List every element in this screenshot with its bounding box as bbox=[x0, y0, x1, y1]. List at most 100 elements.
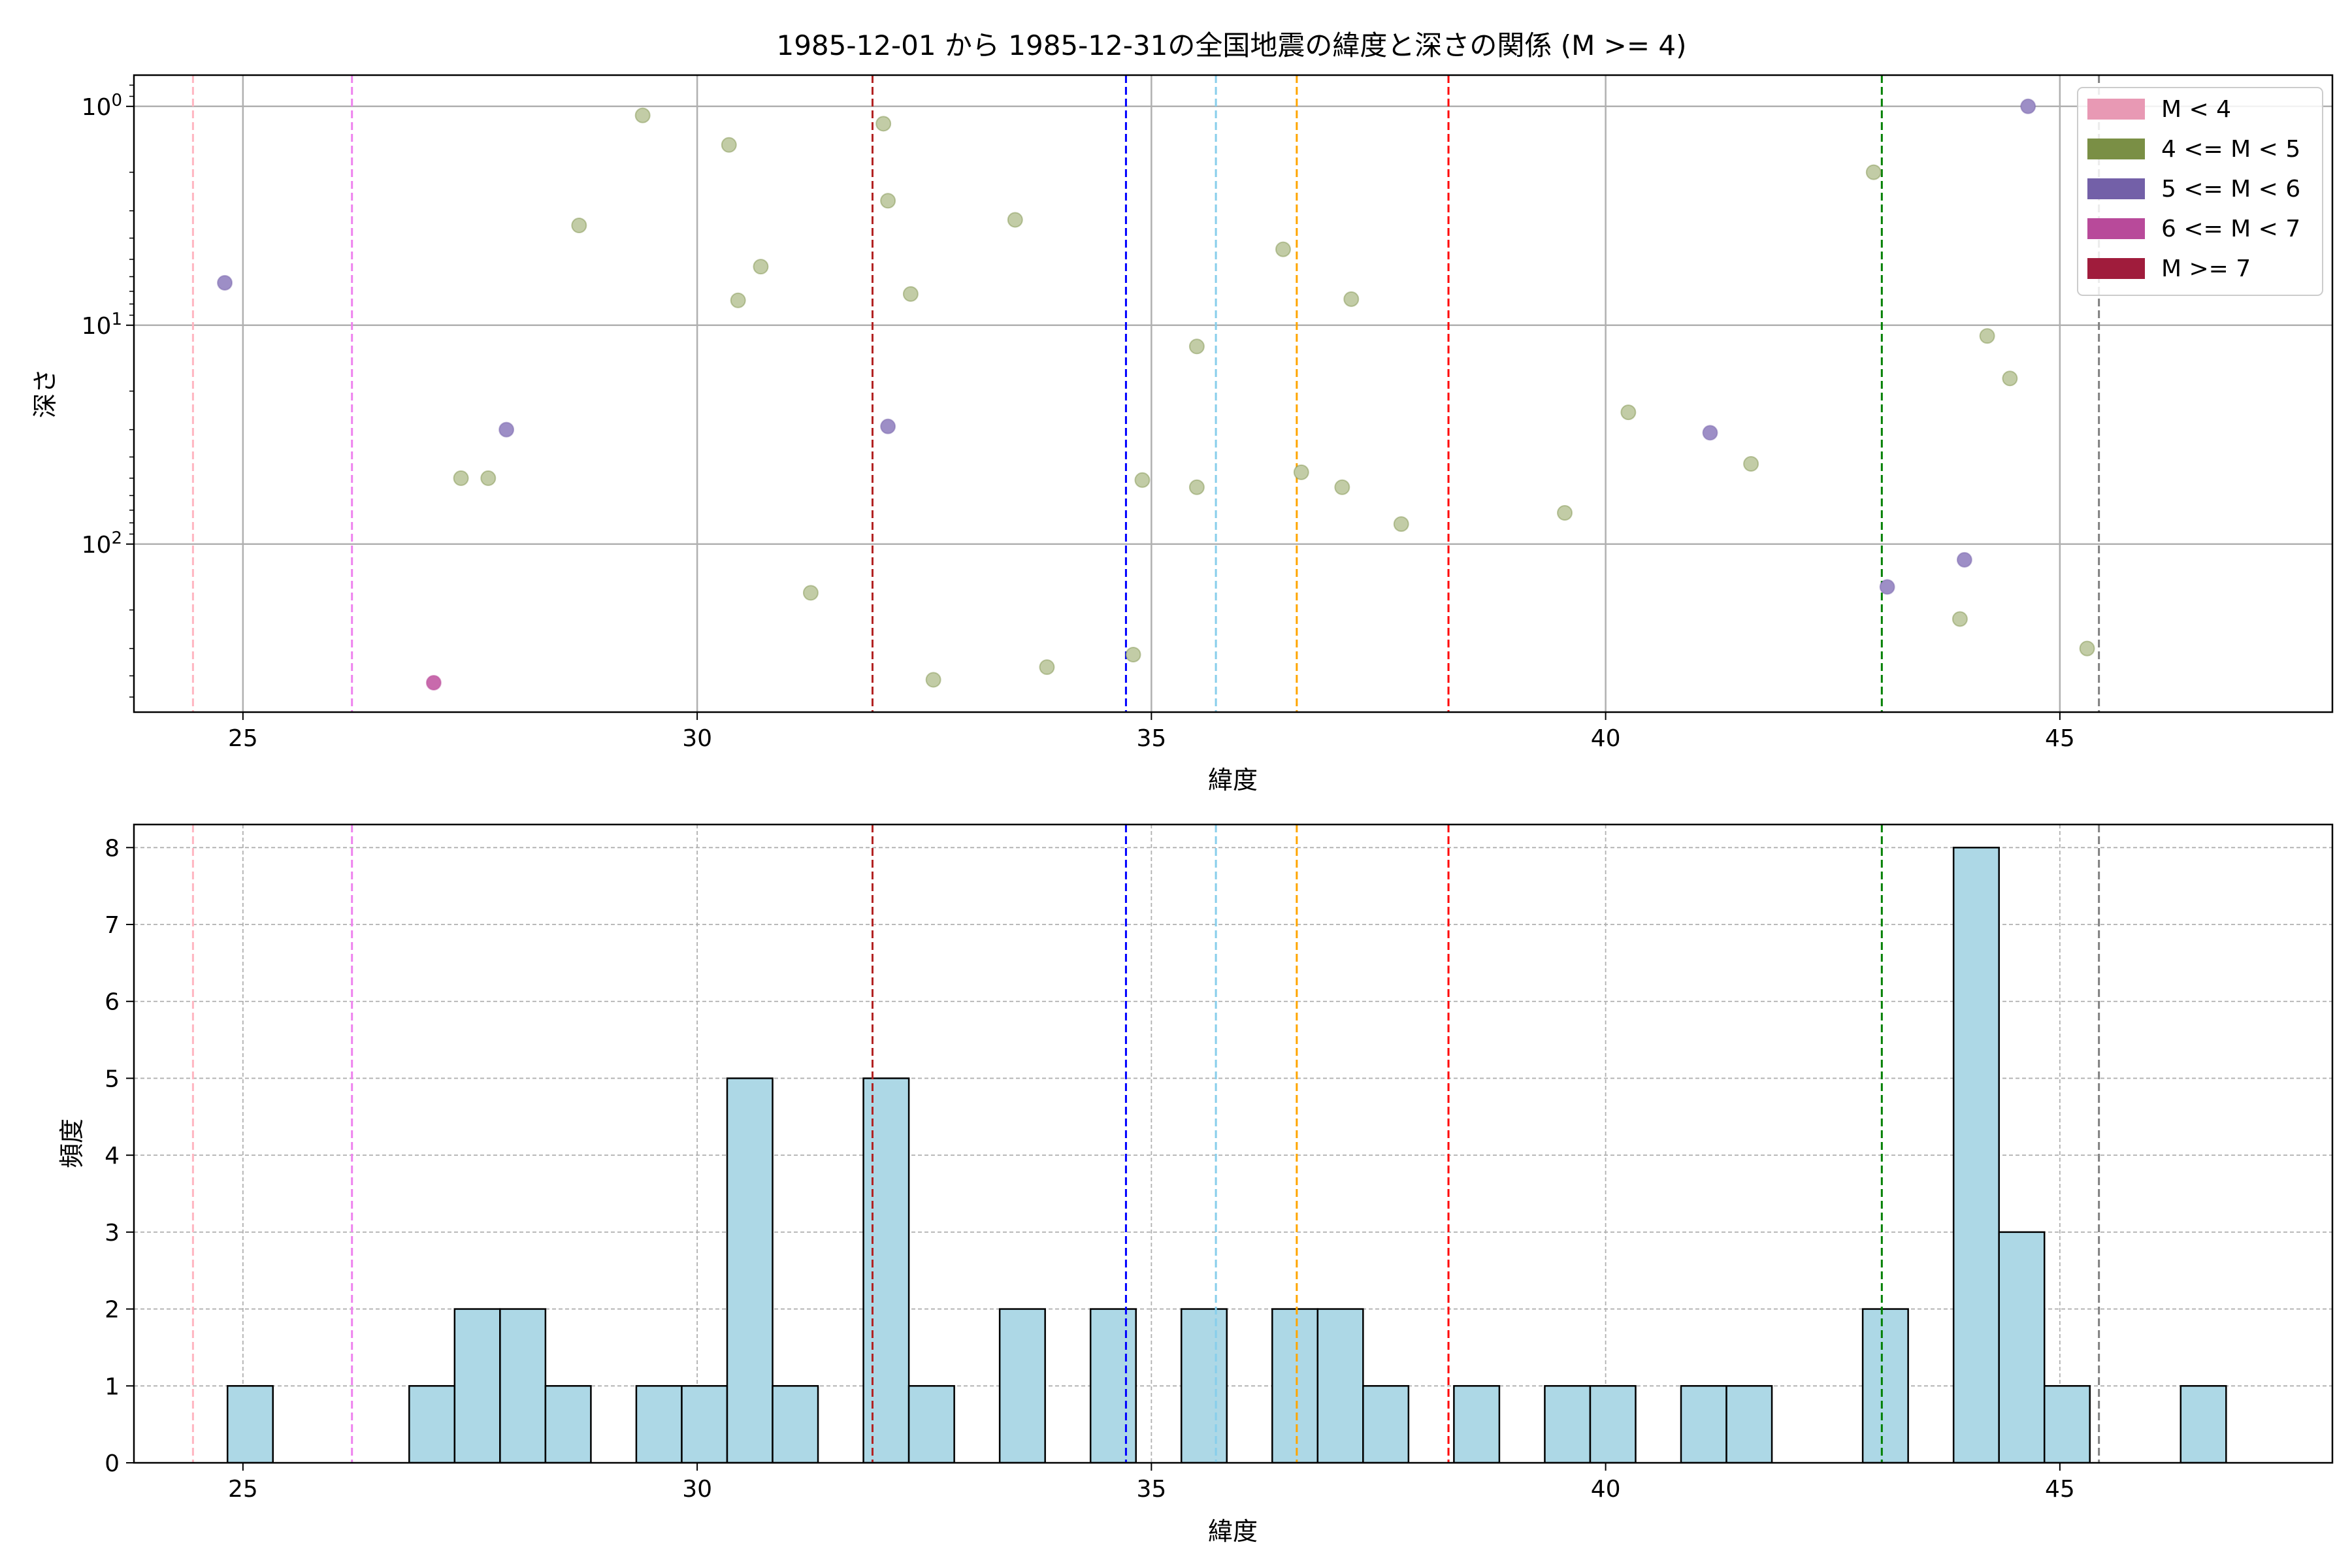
data-point bbox=[1275, 241, 1291, 257]
scatter-x-axis-label: 緯度 bbox=[1208, 766, 1258, 794]
histogram-bar bbox=[1316, 1308, 1364, 1463]
histogram-bar bbox=[544, 1385, 592, 1463]
x-tick-label: 40 bbox=[1591, 725, 1621, 752]
data-point bbox=[1393, 516, 1409, 532]
data-point bbox=[1879, 579, 1895, 595]
x-tick-label: 25 bbox=[228, 725, 258, 752]
x-tick-label: 40 bbox=[1591, 1476, 1621, 1503]
histogram-bar bbox=[998, 1308, 1046, 1463]
data-point bbox=[1952, 611, 1968, 627]
data-point bbox=[925, 672, 941, 688]
data-point bbox=[1865, 164, 1882, 180]
data-point bbox=[880, 418, 896, 434]
histogram-bar bbox=[2043, 1385, 2091, 1463]
data-point bbox=[2079, 640, 2095, 657]
legend-swatch bbox=[2087, 258, 2145, 279]
histogram-y-axis-label: 頻度 bbox=[57, 1119, 86, 1168]
data-point bbox=[721, 137, 737, 153]
y-tick-label: 3 bbox=[105, 1220, 120, 1247]
histogram-bars bbox=[226, 847, 2227, 1463]
histogram-bar bbox=[1589, 1385, 1637, 1463]
scatter-axes-frame bbox=[133, 74, 2334, 713]
histogram-bar bbox=[1362, 1385, 1410, 1463]
data-point bbox=[1188, 338, 1205, 355]
histogram-x-ticks: 25 30 35 40 45 bbox=[228, 1463, 2075, 1503]
histogram-reference-lines bbox=[191, 825, 2100, 1463]
histogram-bar bbox=[772, 1385, 819, 1463]
data-point bbox=[875, 116, 892, 132]
x-tick-label: 25 bbox=[228, 1476, 258, 1503]
y-tick-label: 100 bbox=[82, 91, 122, 121]
scatter-y-axis-label: 深さ bbox=[31, 368, 59, 418]
histogram-bar bbox=[1680, 1385, 1727, 1463]
x-tick-label: 30 bbox=[682, 725, 712, 752]
figure-title: 1985-12-01 から 1985-12-31の全国地震の緯度と深さの関係 (… bbox=[776, 29, 1686, 61]
data-point bbox=[453, 470, 469, 486]
data-point bbox=[1343, 291, 1360, 307]
data-point bbox=[902, 286, 919, 302]
data-point bbox=[2002, 370, 2018, 387]
y-tick-label: 1 bbox=[105, 1373, 120, 1400]
scatter-points bbox=[217, 98, 2095, 691]
data-point bbox=[1702, 425, 1718, 441]
x-tick-label: 45 bbox=[2045, 1476, 2075, 1503]
legend-swatch bbox=[2087, 99, 2145, 120]
histogram-bar bbox=[1952, 847, 2000, 1463]
legend-label: 4 <= M < 5 bbox=[2161, 136, 2300, 163]
data-point bbox=[1620, 404, 1637, 421]
histogram-bar bbox=[2180, 1385, 2227, 1463]
y-tick-label: 8 bbox=[105, 835, 120, 862]
data-point bbox=[1007, 212, 1023, 228]
histogram-bar bbox=[1180, 1308, 1228, 1463]
data-point bbox=[1039, 659, 1055, 676]
data-point bbox=[571, 218, 587, 234]
legend-label: 6 <= M < 7 bbox=[2161, 216, 2300, 242]
histogram-bar bbox=[907, 1385, 955, 1463]
histogram-bar bbox=[635, 1385, 683, 1463]
histogram-bar bbox=[226, 1385, 274, 1463]
histogram-bar bbox=[1861, 1308, 1909, 1463]
legend-label: M < 4 bbox=[2161, 96, 2231, 123]
histogram-bar bbox=[726, 1077, 774, 1463]
data-point bbox=[730, 292, 746, 308]
histogram-bar bbox=[1544, 1385, 1592, 1463]
histogram-x-axis-label: 緯度 bbox=[1208, 1517, 1258, 1546]
y-tick-label: 4 bbox=[105, 1143, 120, 1169]
y-tick-label: 7 bbox=[105, 912, 120, 939]
histogram-bar bbox=[453, 1308, 501, 1463]
histogram-bar bbox=[1089, 1308, 1137, 1463]
histogram-bar bbox=[1725, 1385, 1773, 1463]
histogram-bar bbox=[681, 1385, 728, 1463]
data-point bbox=[425, 674, 442, 691]
histogram-y-ticks: 0 1 2 3 4 5 6 7 8 bbox=[105, 835, 134, 1477]
y-tick-label: 101 bbox=[82, 310, 122, 340]
x-tick-label: 35 bbox=[1136, 1476, 1166, 1503]
data-point bbox=[634, 107, 651, 123]
data-point bbox=[217, 274, 233, 291]
data-point bbox=[802, 585, 819, 601]
data-point bbox=[1293, 464, 1309, 480]
data-point bbox=[1979, 328, 1995, 344]
data-point bbox=[753, 259, 769, 275]
data-point bbox=[1188, 479, 1205, 495]
y-tick-label: 2 bbox=[105, 1297, 120, 1324]
x-tick-label: 30 bbox=[682, 1476, 712, 1503]
data-point bbox=[1125, 646, 1141, 662]
y-tick-label: 102 bbox=[82, 529, 122, 559]
data-point bbox=[1334, 479, 1350, 495]
histogram-bar bbox=[1271, 1308, 1319, 1463]
scatter-x-ticks: 25 30 35 40 45 bbox=[228, 712, 2075, 752]
y-tick-label: 5 bbox=[105, 1066, 120, 1092]
histogram-bar bbox=[1453, 1385, 1501, 1463]
legend-swatch bbox=[2087, 139, 2145, 159]
histogram-bar bbox=[408, 1385, 456, 1463]
data-point bbox=[480, 470, 497, 486]
data-point bbox=[498, 421, 515, 438]
scatter-y-ticks: 100 101 102 bbox=[82, 84, 134, 698]
data-point bbox=[1956, 551, 1972, 568]
histogram-bar bbox=[499, 1308, 547, 1463]
y-tick-label: 0 bbox=[105, 1450, 120, 1477]
data-point bbox=[2020, 98, 2036, 114]
